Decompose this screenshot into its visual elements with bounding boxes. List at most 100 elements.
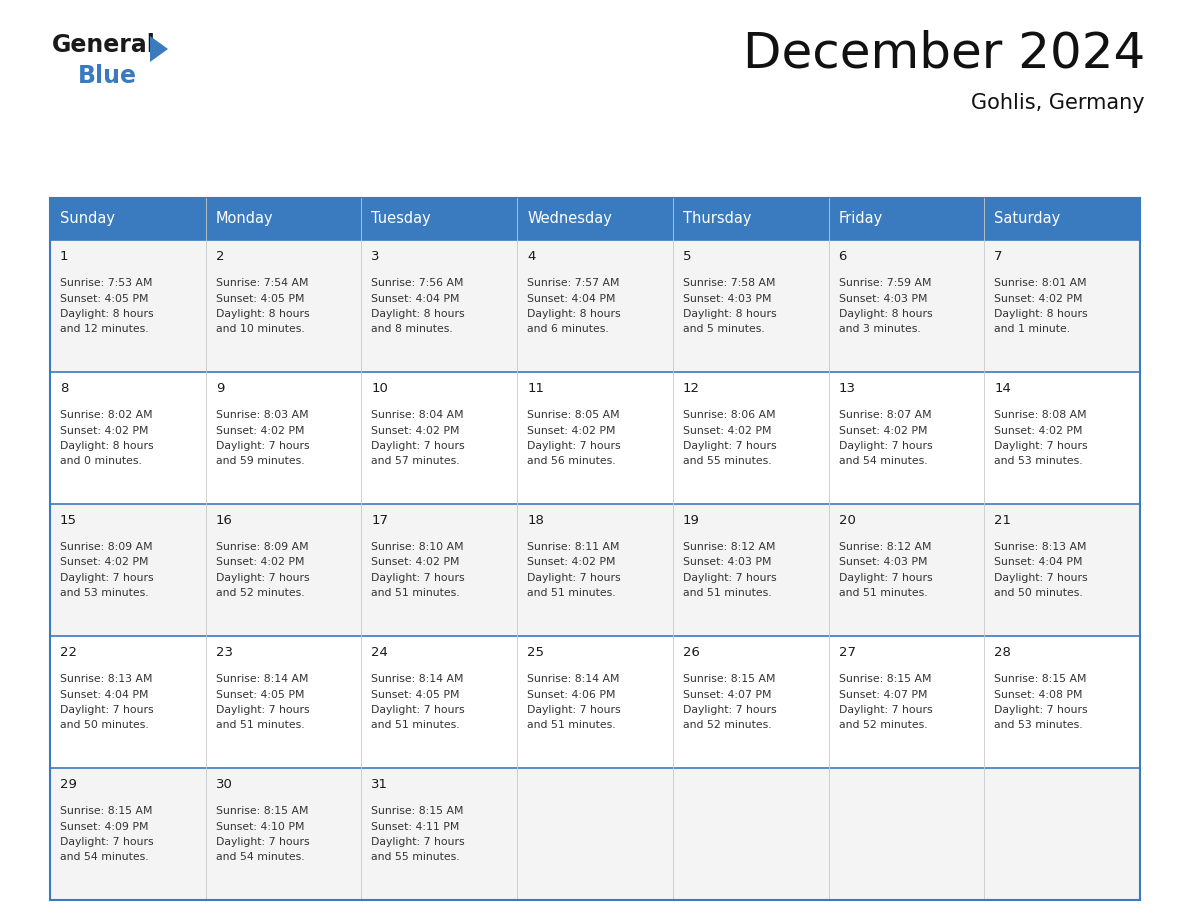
Text: and 57 minutes.: and 57 minutes. [372,456,460,466]
Text: Sunrise: 8:15 AM: Sunrise: 8:15 AM [839,674,931,684]
Text: Friday: Friday [839,211,883,227]
Text: Daylight: 8 hours: Daylight: 8 hours [61,309,153,319]
Text: and 51 minutes.: and 51 minutes. [527,588,615,599]
Text: and 52 minutes.: and 52 minutes. [839,721,927,731]
Text: and 3 minutes.: and 3 minutes. [839,324,921,334]
Text: Blue: Blue [78,64,137,88]
Text: 24: 24 [372,646,388,659]
Text: Sunrise: 8:07 AM: Sunrise: 8:07 AM [839,410,931,420]
Text: 19: 19 [683,514,700,527]
Text: Sunset: 4:02 PM: Sunset: 4:02 PM [372,426,460,435]
Text: Daylight: 8 hours: Daylight: 8 hours [994,309,1088,319]
Text: Sunrise: 7:57 AM: Sunrise: 7:57 AM [527,278,620,288]
Text: Sunrise: 8:04 AM: Sunrise: 8:04 AM [372,410,465,420]
Text: and 12 minutes.: and 12 minutes. [61,324,148,334]
Text: Sunset: 4:04 PM: Sunset: 4:04 PM [372,294,460,304]
Text: Sunrise: 7:54 AM: Sunrise: 7:54 AM [216,278,308,288]
Text: Sunrise: 8:01 AM: Sunrise: 8:01 AM [994,278,1087,288]
Text: Daylight: 8 hours: Daylight: 8 hours [839,309,933,319]
Text: Thursday: Thursday [683,211,751,227]
Text: Sunset: 4:05 PM: Sunset: 4:05 PM [216,294,304,304]
Text: and 6 minutes.: and 6 minutes. [527,324,609,334]
Text: 10: 10 [372,382,388,395]
Text: Wednesday: Wednesday [527,211,612,227]
Text: and 51 minutes.: and 51 minutes. [216,721,304,731]
Text: and 51 minutes.: and 51 minutes. [372,721,460,731]
Text: Sunset: 4:02 PM: Sunset: 4:02 PM [994,426,1082,435]
Text: Sunset: 4:02 PM: Sunset: 4:02 PM [61,557,148,567]
Text: General: General [52,33,156,57]
Text: 4: 4 [527,250,536,263]
Text: 16: 16 [216,514,233,527]
Bar [361,198,517,240]
Text: Sunset: 4:05 PM: Sunset: 4:05 PM [61,294,148,304]
Text: Sunset: 4:10 PM: Sunset: 4:10 PM [216,822,304,832]
Text: and 54 minutes.: and 54 minutes. [839,456,927,466]
Text: and 59 minutes.: and 59 minutes. [216,456,304,466]
Text: Sunset: 4:02 PM: Sunset: 4:02 PM [683,426,771,435]
Text: 8: 8 [61,382,69,395]
Text: 13: 13 [839,382,855,395]
Text: 25: 25 [527,646,544,659]
Bar [50,240,1140,372]
Text: Sunset: 4:02 PM: Sunset: 4:02 PM [61,426,148,435]
Text: 18: 18 [527,514,544,527]
Text: and 0 minutes.: and 0 minutes. [61,456,141,466]
Text: Daylight: 7 hours: Daylight: 7 hours [527,573,621,583]
Text: Daylight: 7 hours: Daylight: 7 hours [683,705,777,715]
Text: Sunrise: 8:09 AM: Sunrise: 8:09 AM [61,542,152,552]
Text: and 50 minutes.: and 50 minutes. [994,588,1083,599]
Text: 29: 29 [61,778,77,791]
Text: Sunset: 4:05 PM: Sunset: 4:05 PM [372,689,460,700]
Text: Daylight: 7 hours: Daylight: 7 hours [994,705,1088,715]
Text: 17: 17 [372,514,388,527]
Text: and 52 minutes.: and 52 minutes. [216,588,304,599]
Polygon shape [150,36,168,62]
Text: Daylight: 7 hours: Daylight: 7 hours [372,837,465,847]
Text: Daylight: 8 hours: Daylight: 8 hours [527,309,621,319]
Bar [517,198,672,240]
Text: 26: 26 [683,646,700,659]
Text: and 52 minutes.: and 52 minutes. [683,721,771,731]
Text: Saturday: Saturday [994,211,1061,227]
Text: Sunrise: 7:53 AM: Sunrise: 7:53 AM [61,278,152,288]
Text: and 53 minutes.: and 53 minutes. [994,721,1083,731]
Text: and 1 minute.: and 1 minute. [994,324,1070,334]
Text: Sunrise: 8:15 AM: Sunrise: 8:15 AM [372,806,465,816]
Text: Sunset: 4:07 PM: Sunset: 4:07 PM [839,689,927,700]
Text: Daylight: 7 hours: Daylight: 7 hours [372,705,465,715]
Text: 21: 21 [994,514,1011,527]
Text: Sunrise: 8:13 AM: Sunrise: 8:13 AM [994,542,1087,552]
Text: and 56 minutes.: and 56 minutes. [527,456,615,466]
Text: Daylight: 7 hours: Daylight: 7 hours [61,705,153,715]
Bar [828,198,985,240]
Text: 2: 2 [216,250,225,263]
Text: and 53 minutes.: and 53 minutes. [994,456,1083,466]
Text: and 54 minutes.: and 54 minutes. [61,853,148,863]
Text: Sunday: Sunday [61,211,115,227]
Text: and 10 minutes.: and 10 minutes. [216,324,304,334]
Text: 1: 1 [61,250,69,263]
Text: and 53 minutes.: and 53 minutes. [61,588,148,599]
Text: Sunset: 4:05 PM: Sunset: 4:05 PM [216,689,304,700]
Text: Sunset: 4:04 PM: Sunset: 4:04 PM [527,294,615,304]
Text: and 5 minutes.: and 5 minutes. [683,324,765,334]
Text: Sunrise: 8:12 AM: Sunrise: 8:12 AM [683,542,776,552]
Bar [50,198,206,240]
Text: Daylight: 7 hours: Daylight: 7 hours [372,441,465,451]
Text: Sunset: 4:04 PM: Sunset: 4:04 PM [994,557,1082,567]
Text: 6: 6 [839,250,847,263]
Text: Sunrise: 8:13 AM: Sunrise: 8:13 AM [61,674,152,684]
Text: 7: 7 [994,250,1003,263]
Text: Daylight: 7 hours: Daylight: 7 hours [216,573,309,583]
Text: Sunrise: 8:11 AM: Sunrise: 8:11 AM [527,542,620,552]
Bar [672,198,828,240]
Text: Daylight: 8 hours: Daylight: 8 hours [372,309,465,319]
Text: Sunset: 4:09 PM: Sunset: 4:09 PM [61,822,148,832]
Text: Daylight: 7 hours: Daylight: 7 hours [683,441,777,451]
Text: 14: 14 [994,382,1011,395]
Text: 23: 23 [216,646,233,659]
Text: Sunrise: 8:15 AM: Sunrise: 8:15 AM [994,674,1087,684]
Text: 3: 3 [372,250,380,263]
Text: Daylight: 7 hours: Daylight: 7 hours [216,837,309,847]
